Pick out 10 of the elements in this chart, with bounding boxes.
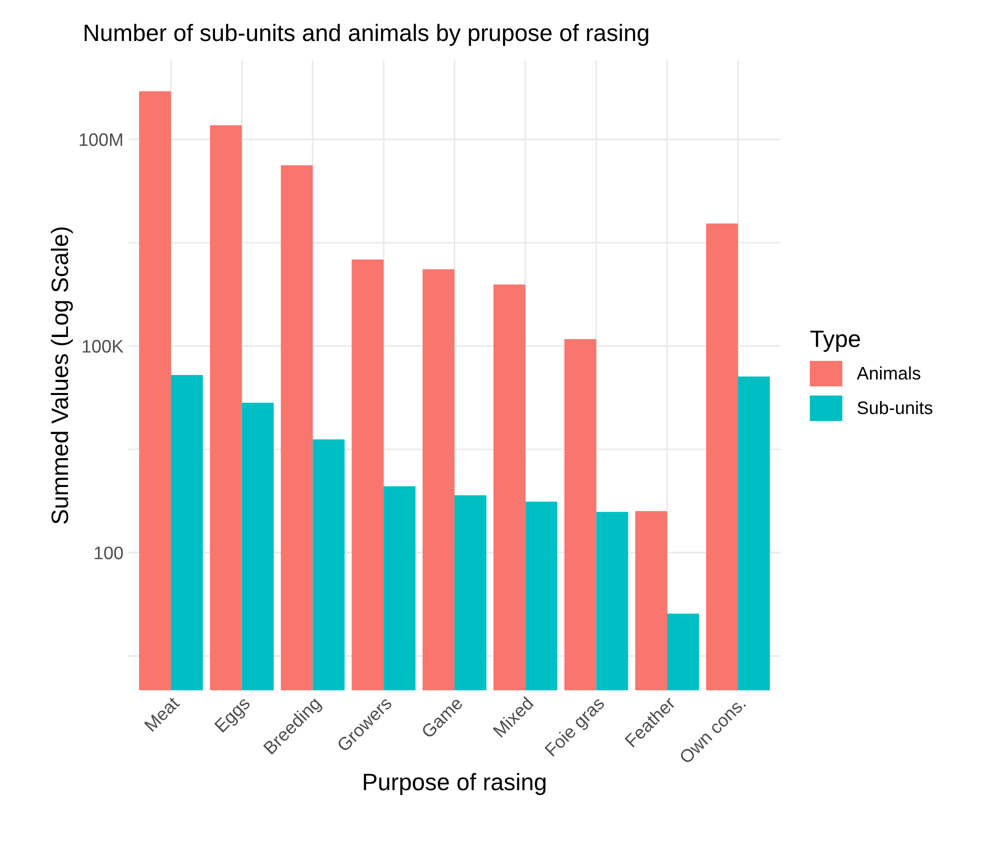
x-axis-title: Purpose of rasing [364, 773, 546, 796]
x-tick-label: Own cons. [678, 696, 746, 764]
legend-label: Animals [856, 366, 920, 380]
y-tick-label: 100K [82, 340, 124, 353]
legend-label: Sub-units [858, 400, 932, 414]
legend-title: Type [810, 330, 860, 352]
chart-title: Number of sub-units and animals by prupose of rasing [84, 24, 648, 46]
y-tick-label: 100 [94, 546, 123, 560]
y-axis-title: Summed Values (Log Scale) [50, 227, 73, 524]
y-tick-label: 100M [80, 133, 122, 146]
